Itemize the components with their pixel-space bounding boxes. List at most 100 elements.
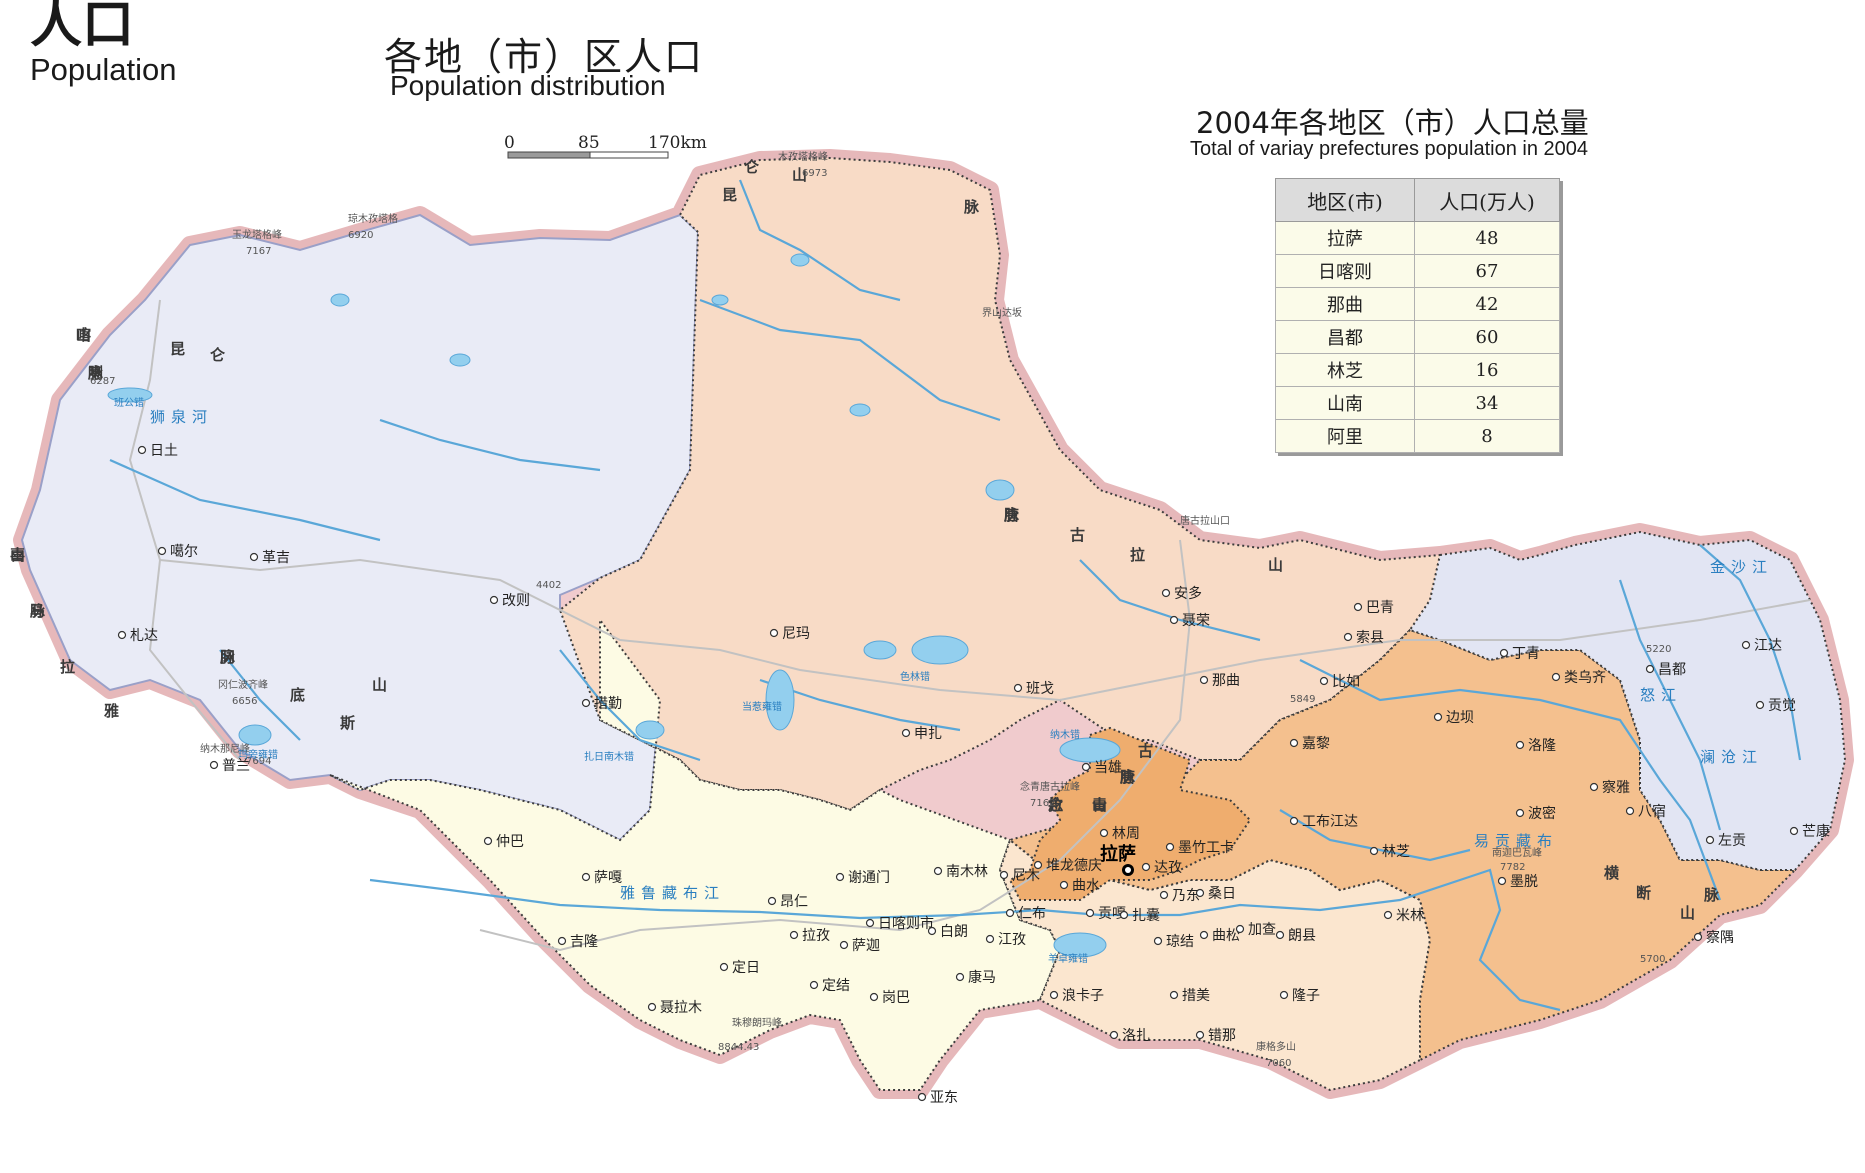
city-label: 林周 <box>1112 826 1140 842</box>
city-label: 聂拉木 <box>660 1000 702 1016</box>
scale-label-0: 0 <box>504 133 515 153</box>
city-marker: 谢通门 <box>835 870 890 886</box>
mountain-label: 底 <box>290 686 305 704</box>
lake-selincuo <box>911 635 969 665</box>
city-marker: 察隅 <box>1693 929 1734 946</box>
mountain-label: 古 <box>1138 742 1153 760</box>
peak-label: 玉龙塔格峰 <box>232 228 282 241</box>
city-marker: 贡嘎 <box>1085 906 1126 922</box>
city-marker: 类乌齐 <box>1551 670 1606 686</box>
mountain-label: 山 <box>792 166 807 184</box>
city-marker: 普兰 <box>209 758 250 774</box>
peak-label: 南迦巴瓦峰 <box>1492 846 1542 859</box>
city-label: 噶尔 <box>170 544 198 560</box>
city-marker: 察雅 <box>1589 779 1630 796</box>
city-marker: 革吉 <box>249 550 290 566</box>
peak-label: 7782 <box>1500 862 1525 873</box>
river-label: 雅鲁藏布江 <box>620 884 725 902</box>
mountain-label: 山 <box>1092 796 1107 814</box>
city-marker: 萨嘎 <box>581 870 622 886</box>
city-label: 达孜 <box>1154 860 1182 876</box>
city-label: 比如 <box>1332 674 1360 690</box>
city-marker: 曲水 <box>1059 878 1100 894</box>
city-marker: 曲松 <box>1199 928 1240 944</box>
mountain-label: 昆 <box>170 340 185 358</box>
lake-pangong <box>107 387 153 403</box>
city-label: 乃东 <box>1172 888 1200 904</box>
mountain-label: 古 <box>1070 526 1085 544</box>
city-marker: 安多 <box>1161 585 1202 602</box>
peak-label: 康格多山 <box>1256 1040 1296 1053</box>
rivers <box>109 179 1802 1012</box>
city-label: 札达 <box>130 628 158 644</box>
city-marker: 林周 <box>1099 826 1140 842</box>
peak-label: 6656 <box>232 696 257 707</box>
city-marker: 墨脱 <box>1497 874 1538 890</box>
page-title: 人口 <box>30 0 135 55</box>
scale-bar: 0 85 170km <box>504 133 707 159</box>
city-label: 浪卡子 <box>1062 988 1104 1004</box>
mountain-label: 山 <box>1680 904 1695 922</box>
mountain-label: 仑 <box>744 158 760 176</box>
city-marker: 达孜 <box>1141 860 1182 876</box>
city-label: 谢通门 <box>848 870 890 886</box>
mountain-label: 仑 <box>210 346 226 364</box>
city-label: 隆子 <box>1292 988 1320 1004</box>
river-label: 金沙江 <box>1710 558 1773 576</box>
city-label: 吉隆 <box>570 934 598 950</box>
region-qamdo <box>1408 530 1847 871</box>
city-marker: 琼结 <box>1153 934 1194 950</box>
lake-mapam <box>238 724 272 746</box>
city-marker: 芒康 <box>1789 823 1830 840</box>
mountain-label: 冈 <box>220 648 235 666</box>
population-value: 34 <box>1414 386 1560 420</box>
table-row: 林芝 16 <box>1275 353 1560 387</box>
region-lhasa <box>1008 726 1252 901</box>
table-row: 阿里 8 <box>1275 419 1560 453</box>
city-label: 贡觉 <box>1768 698 1796 714</box>
city-marker: 江达 <box>1741 638 1782 654</box>
peak-label: 念青唐古拉峰 <box>1020 780 1080 793</box>
page-subtitle: Population <box>30 52 177 87</box>
table-row: 那曲 42 <box>1275 287 1560 321</box>
header-population: 人口(万人) <box>1414 178 1560 222</box>
mountain-label: 山 <box>76 326 91 344</box>
river-nujiang <box>1299 659 1722 901</box>
city-label: 措勤 <box>594 696 622 712</box>
peak-label: 4402 <box>536 580 561 591</box>
city-marker: 波密 <box>1515 805 1556 822</box>
mountain-label: 拉 <box>1048 796 1063 814</box>
region-name: 山南 <box>1275 386 1415 420</box>
map-labels: 日土噶尔 革吉改则札达普兰措勤尼玛班戈申扎安多聂荣巴青索县那曲 比如嘉黎丁青类乌齐昌… <box>10 150 1830 1106</box>
city-marker: 左贡 <box>1705 833 1746 849</box>
lake-label: 色林错 <box>900 670 930 683</box>
city-label: 江孜 <box>998 932 1026 948</box>
city-marker: 八宿 <box>1625 803 1666 820</box>
city-label: 曲松 <box>1212 928 1240 944</box>
city-marker: 定结 <box>809 978 850 994</box>
city-marker: 岗巴 <box>869 990 910 1006</box>
map-subtitle: Population distribution <box>390 70 666 101</box>
city-marker: 吉隆 <box>557 934 598 950</box>
city-marker: 仁布 <box>1005 906 1046 922</box>
city-label: 申扎 <box>914 726 942 742</box>
mountain-label: 脉 <box>87 364 104 382</box>
city-label: 亚东 <box>930 1090 958 1106</box>
peak-label: 6973 <box>802 168 827 179</box>
city-label: 聂荣 <box>1182 613 1210 629</box>
mountain-label: 念 <box>1047 796 1063 814</box>
population-value: 8 <box>1414 419 1560 453</box>
city-marker: 日喀则市 <box>865 915 934 932</box>
mountain-label: 喇 <box>88 364 103 382</box>
river-label: 易贡藏布 <box>1474 832 1558 850</box>
table-row: 日喀则 67 <box>1275 254 1560 288</box>
river-yarlung-tsangpo <box>369 868 1561 1012</box>
table-title: 2004年各地区（市）人口总量 <box>1196 106 1589 140</box>
lake-dangreyongcuo <box>765 669 795 731</box>
city-marker: 噶尔 <box>157 544 198 560</box>
city-label: 那曲 <box>1212 673 1240 689</box>
scale-label-170: 170km <box>648 133 707 153</box>
city-label: 仁布 <box>1018 906 1046 922</box>
lake-label: 班公错 <box>114 396 144 409</box>
region-name: 日喀则 <box>1275 254 1415 288</box>
